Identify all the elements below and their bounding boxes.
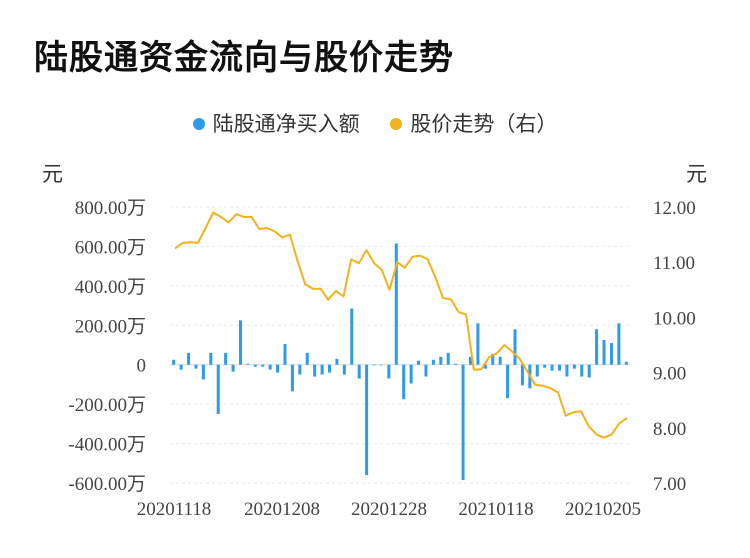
y-left-tick-label: 800.00万 (75, 198, 146, 219)
net-buy-bar (439, 356, 443, 365)
x-tick-label: 20201118 (137, 499, 212, 520)
net-buy-bar (246, 363, 250, 365)
net-buy-bar (409, 364, 413, 384)
y-left-tick-label: -400.00万 (68, 435, 146, 456)
net-buy-bar (491, 353, 495, 365)
net-buy-bar (431, 359, 435, 365)
net-buy-bar (379, 364, 383, 366)
net-buy-bar (194, 364, 198, 369)
y-right-tick-label: 10.00 (653, 308, 696, 329)
legend-item-price[interactable]: 股价走势（右） (390, 108, 557, 138)
net-buy-bar (253, 364, 257, 367)
net-buy-bar (513, 329, 517, 365)
net-buy-bar (201, 364, 205, 380)
net-buy-bar (394, 243, 398, 365)
y-left-tick-label: -600.00万 (68, 474, 146, 495)
x-tick-label: 20201228 (351, 499, 427, 520)
net-buy-bar (290, 364, 294, 392)
y-right-tick-label: 7.00 (653, 474, 686, 495)
legend: 陆股通净买入额 股价走势（右） (0, 108, 750, 138)
chart-title: 陆股通资金流向与股价走势 (34, 38, 454, 78)
net-buy-bar (602, 340, 606, 365)
legend-dot-price (390, 118, 403, 130)
axis-labels: 800.00万 600.00万 400.00万 200.00万 0 -200.00万 -40… (68, 198, 695, 520)
net-buy-bar (543, 364, 547, 368)
x-tick-label: 20210205 (565, 499, 641, 520)
net-buy-bar (313, 364, 317, 377)
net-buy-bar (483, 364, 487, 369)
x-tick-label: 20201208 (244, 499, 320, 520)
net-buy-bar (565, 364, 569, 377)
net-buy-bar (335, 358, 339, 365)
net-buy-bar (387, 364, 391, 379)
legend-dot-net-buy (192, 118, 205, 130)
y-left-tick-label: -200.00万 (68, 395, 146, 416)
net-buy-bar (231, 364, 235, 372)
net-buy-bar (417, 360, 421, 365)
net-buy-bar (595, 329, 599, 365)
net-buy-bar (276, 364, 280, 373)
legend-label-net-buy: 陆股通净买入额 (212, 112, 360, 136)
net-buy-bar (424, 364, 428, 377)
net-buy-bar (179, 364, 183, 370)
net-buy-bar (216, 364, 220, 414)
net-buy-bar (320, 364, 324, 375)
net-buy-bar (224, 352, 228, 365)
net-buy-bar (238, 320, 242, 365)
net-buy-bar (372, 364, 376, 366)
net-buy-bar (283, 344, 287, 365)
y-left-tick-label: 600.00万 (75, 237, 146, 258)
x-tick-label: 20210118 (458, 499, 533, 520)
net-buy-bar (461, 364, 465, 481)
net-buy-bar (454, 363, 458, 365)
net-buy-bar (261, 364, 265, 367)
legend-label-price: 股价走势（右） (410, 112, 558, 136)
right-axis-unit: 元 (686, 162, 707, 186)
net-buy-bar (305, 352, 309, 365)
y-right-tick-label: 8.00 (653, 419, 686, 440)
net-buy-bar (357, 364, 361, 379)
net-buy-bar (365, 364, 369, 476)
net-buy-bar (617, 323, 621, 365)
net-buy-bar (172, 359, 176, 365)
net-buy-bar (350, 308, 354, 365)
net-buy-bar (506, 364, 510, 399)
net-buy-bar (624, 361, 628, 365)
price-line-group (174, 211, 628, 439)
net-buy-bar (550, 364, 554, 371)
net-buy-bar (498, 356, 502, 365)
net-buy-bar (468, 356, 472, 365)
net-buy-bar (587, 364, 591, 378)
left-axis-unit: 元 (42, 162, 63, 186)
net-buy-bar (476, 323, 480, 365)
net-buy-bar (342, 364, 346, 375)
net-buy-bar (580, 364, 584, 377)
net-buy-bar (402, 364, 406, 400)
net-buy-bar (558, 364, 562, 371)
net-buy-bar (209, 352, 213, 365)
legend-item-net-buy[interactable]: 陆股通净买入额 (192, 108, 360, 138)
net-buy-bar (298, 364, 302, 375)
net-buy-bar (572, 364, 576, 369)
price-line (174, 211, 628, 439)
y-right-tick-label: 12.00 (653, 198, 696, 219)
y-right-tick-label: 11.00 (653, 253, 695, 274)
net-buy-bar (520, 364, 524, 386)
y-left-tick-label: 0 (137, 356, 147, 377)
net-buy-bar (609, 343, 613, 365)
y-right-tick-label: 9.00 (653, 364, 686, 385)
net-buy-bar (268, 364, 272, 370)
y-left-tick-label: 200.00万 (75, 316, 146, 337)
y-left-tick-label: 400.00万 (75, 277, 146, 298)
net-buy-bars (172, 243, 628, 481)
net-buy-bar (535, 364, 539, 377)
net-buy-bar (187, 352, 191, 365)
net-buy-bar (328, 364, 332, 373)
net-buy-bar (446, 352, 450, 365)
